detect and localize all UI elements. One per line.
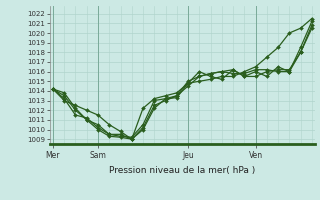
X-axis label: Pression niveau de la mer( hPa ): Pression niveau de la mer( hPa )	[109, 165, 256, 174]
